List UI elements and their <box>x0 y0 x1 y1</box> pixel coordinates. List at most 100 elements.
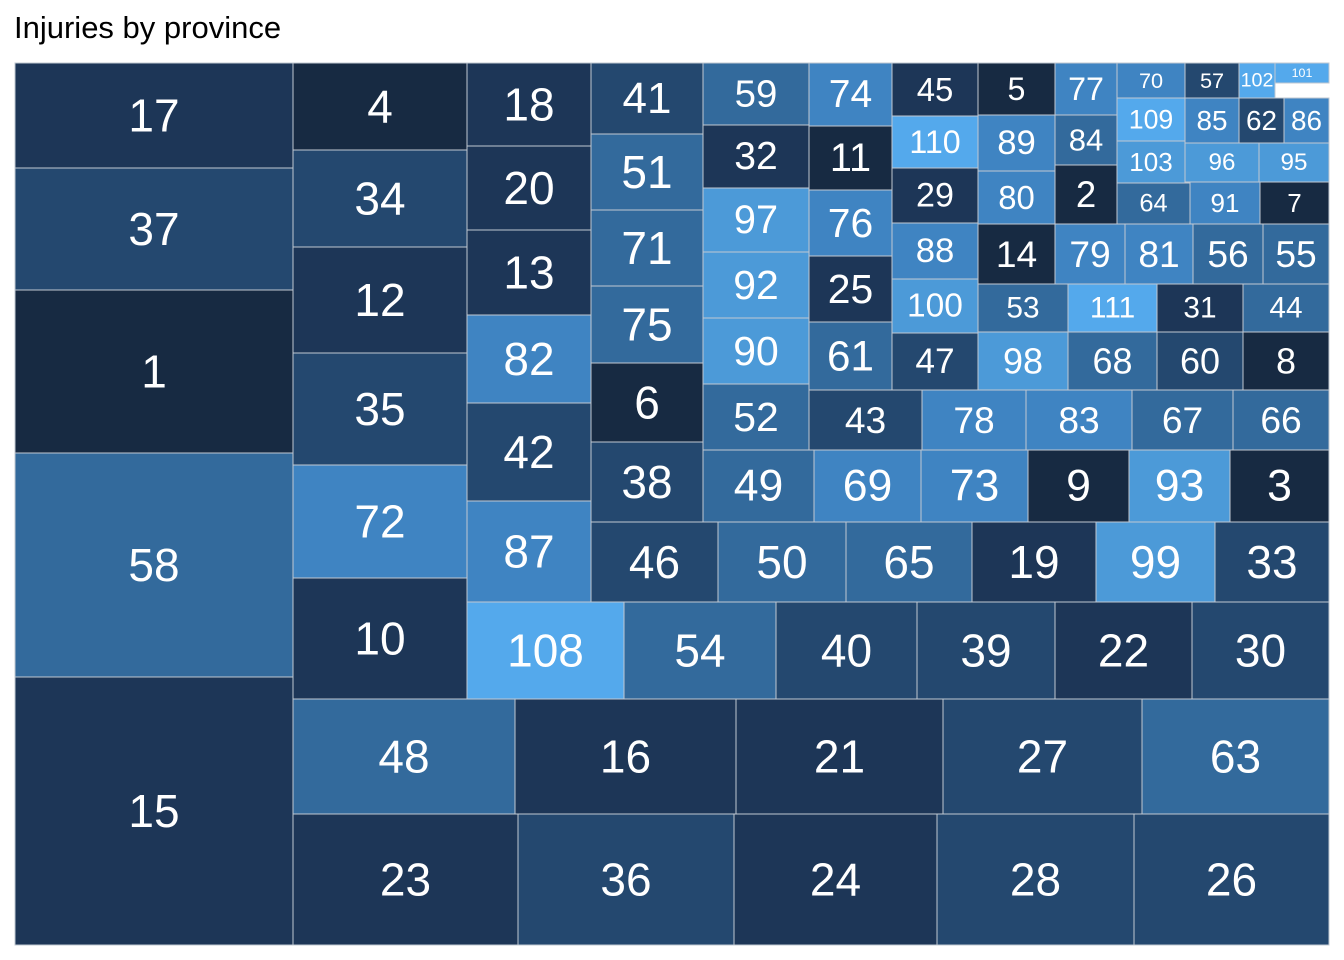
treemap-tile: 7 <box>1259 181 1330 225</box>
tile-rect <box>292 698 516 815</box>
treemap-tile: 80 <box>977 170 1056 225</box>
tile-rect <box>1214 521 1330 603</box>
tile-label: 41 <box>623 74 672 123</box>
tile-rect <box>891 62 979 117</box>
tile-label: 84 <box>1069 123 1103 158</box>
tile-label: 62 <box>1246 105 1277 136</box>
tile-label: 111 <box>1090 292 1135 325</box>
treemap-tile: 82 <box>466 314 592 404</box>
tile-label: 98 <box>1003 341 1043 382</box>
treemap-tile: 47 <box>891 332 979 391</box>
treemap-tile: 67 <box>1131 389 1234 451</box>
tile-label: 17 <box>128 90 179 142</box>
treemap-tile: 97 <box>702 187 810 253</box>
treemap-tile: 64 <box>1116 182 1191 225</box>
tile-label: 35 <box>354 383 405 435</box>
treemap-tile: 52 <box>702 383 810 451</box>
treemap-tile: 50 <box>717 521 847 603</box>
treemap-tile: 48 <box>292 698 516 815</box>
tile-label: 109 <box>1129 105 1174 135</box>
treemap-tile: 91 <box>1189 181 1261 225</box>
treemap-tile: 96 <box>1184 142 1260 183</box>
treemap-tile: 93 <box>1128 449 1231 523</box>
tile-rect <box>813 449 922 523</box>
tile-label: 20 <box>503 162 554 214</box>
treemap-tile: 41 <box>590 62 704 135</box>
tile-label: 8 <box>1276 341 1296 382</box>
tile-rect <box>1116 140 1186 184</box>
treemap-tile: 83 <box>1025 389 1133 451</box>
tile-label: 64 <box>1139 190 1167 218</box>
treemap-tile: 53 <box>977 283 1069 333</box>
treemap-tile: 29 <box>891 167 979 224</box>
tile-rect <box>1262 223 1330 285</box>
tile-rect <box>1259 181 1330 225</box>
tile-rect <box>977 170 1056 225</box>
tile-label: 101 <box>1292 66 1313 80</box>
tile-label: 30 <box>1235 625 1286 677</box>
treemap-tile: 6 <box>590 362 704 443</box>
treemap-tile: 4 <box>292 62 468 151</box>
tile-rect <box>808 255 893 323</box>
treemap-tile: 87 <box>466 500 592 603</box>
tile-rect <box>466 229 592 316</box>
treemap-tile: 23 <box>292 813 519 946</box>
tile-rect <box>1274 62 1330 84</box>
treemap-tile: 46 <box>590 521 719 603</box>
treemap-tile: 16 <box>514 698 737 815</box>
treemap-tile: 15 <box>14 676 294 946</box>
treemap-tile: 71 <box>590 209 704 287</box>
tile-label: 27 <box>1017 731 1068 783</box>
tile-label: 22 <box>1098 625 1149 677</box>
treemap-tile: 111 <box>1067 283 1158 333</box>
treemap-tile: 85 <box>1184 97 1240 144</box>
tile-rect <box>808 62 893 127</box>
treemap-tile: 63 <box>1141 698 1330 815</box>
tile-rect <box>466 402 592 502</box>
tile-label: 92 <box>733 262 778 308</box>
tile-label: 47 <box>915 342 954 381</box>
tile-label: 89 <box>997 124 1036 162</box>
tile-rect <box>14 289 294 454</box>
treemap-tile: 101 <box>1274 62 1330 84</box>
tile-label: 16 <box>600 731 651 783</box>
treemap-tile: 35 <box>292 352 468 466</box>
treemap-tile: 22 <box>1054 601 1193 700</box>
tile-rect <box>702 124 810 189</box>
treemap-tile: 38 <box>590 441 704 523</box>
tile-label: 29 <box>916 177 954 215</box>
treemap-tile: 79 <box>1054 223 1126 285</box>
tile-rect <box>292 464 468 579</box>
tile-label: 58 <box>128 539 179 591</box>
tile-label: 85 <box>1196 105 1227 136</box>
tile-rect <box>1242 283 1330 333</box>
tile-label: 45 <box>917 71 954 108</box>
tile-label: 79 <box>1069 233 1110 275</box>
treemap-tile: 99 <box>1095 521 1216 603</box>
tile-label: 80 <box>998 179 1035 216</box>
tile-rect <box>702 251 810 319</box>
treemap-tile: 17 <box>14 62 294 169</box>
tile-rect <box>891 278 979 334</box>
treemap-tile: 74 <box>808 62 893 127</box>
treemap-tile: 89 <box>977 114 1056 172</box>
treemap-tile: 54 <box>623 601 777 700</box>
treemap-tile: 10 <box>292 577 468 700</box>
tile-label: 3 <box>1267 462 1292 511</box>
tile-label: 2 <box>1076 174 1096 215</box>
tile-label: 51 <box>621 146 672 198</box>
treemap-tile: 42 <box>466 402 592 502</box>
tile-label: 6 <box>634 377 660 429</box>
tile-rect <box>1095 521 1216 603</box>
tile-label: 53 <box>1006 292 1039 325</box>
tile-label: 60 <box>1180 341 1220 382</box>
tile-label: 34 <box>354 173 405 225</box>
tile-rect <box>466 62 592 147</box>
tile-label: 93 <box>1155 462 1205 511</box>
tile-rect <box>292 149 468 248</box>
tile-rect <box>845 521 973 603</box>
tile-rect <box>702 383 810 451</box>
tile-label: 102 <box>1241 70 1274 92</box>
tile-rect <box>921 389 1027 451</box>
tile-label: 91 <box>1211 188 1240 218</box>
